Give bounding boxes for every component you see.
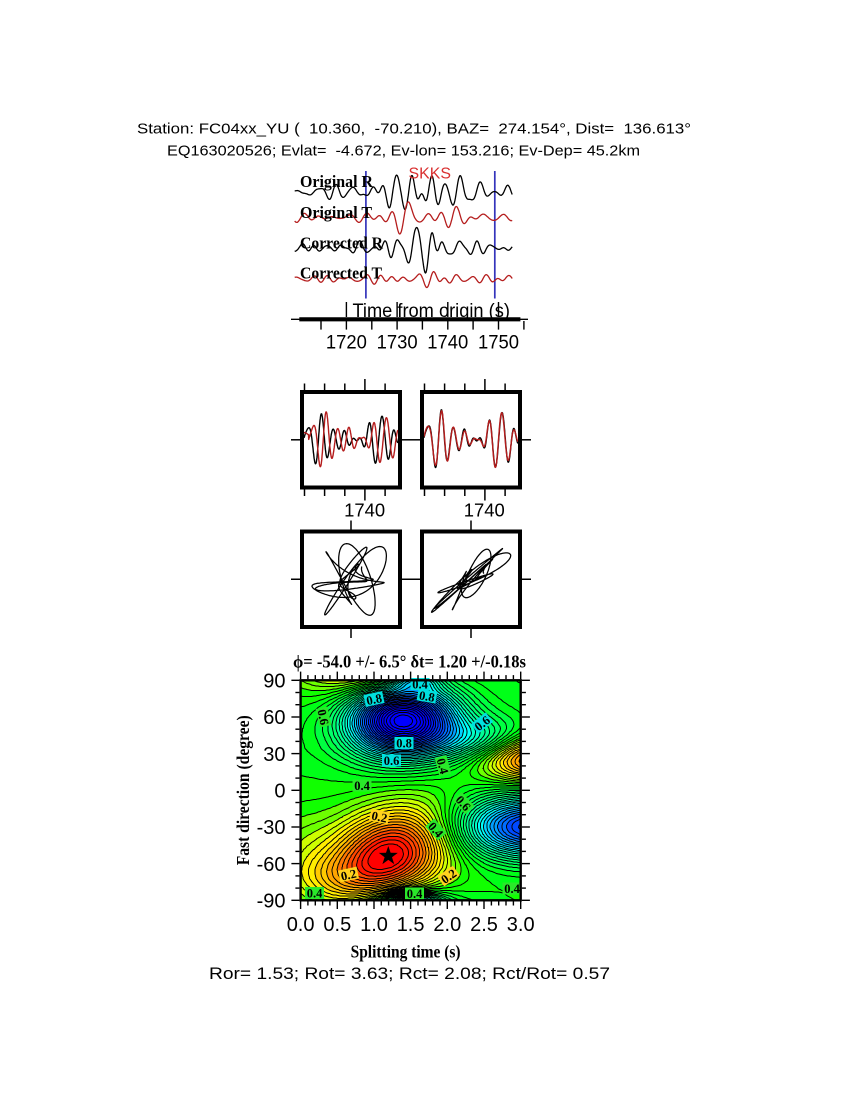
svg-text:Time from origin (s): Time from origin (s)	[352, 300, 510, 322]
svg-text:0.4: 0.4	[504, 882, 520, 896]
svg-text:Corrected R: Corrected R	[300, 234, 384, 253]
svg-text:0.2: 0.2	[370, 809, 388, 826]
svg-text:0.4: 0.4	[354, 779, 370, 793]
svg-text:2.5: 2.5	[470, 914, 498, 936]
svg-text:-90: -90	[257, 891, 286, 913]
svg-text:0.4: 0.4	[307, 887, 323, 901]
svg-text:Station: FC04xx_YU ( 10.360,: Station: FC04xx_YU ( 10.360, -70.210), B…	[137, 120, 691, 137]
svg-text:0.8: 0.8	[396, 737, 412, 751]
svg-text:Splitting time (s): Splitting time (s)	[351, 941, 461, 961]
svg-text:0.0: 0.0	[287, 914, 315, 936]
svg-text:1.0: 1.0	[360, 914, 388, 936]
svg-text:-60: -60	[257, 854, 286, 876]
svg-text:1740: 1740	[427, 332, 468, 354]
svg-text:Ror= 1.53; Rot= 3.63; Rct= 2.0: Ror= 1.53; Rot= 3.63; Rct= 2.08; Rct/Rot…	[209, 965, 610, 983]
svg-text:ϕ= -54.0 +/- 6.5° δt= 1.20 +/-: ϕ= -54.0 +/- 6.5° δt= 1.20 +/-0.18s	[293, 652, 526, 672]
svg-text:90: 90	[263, 671, 285, 693]
svg-text:1740: 1740	[344, 499, 385, 520]
svg-text:1750: 1750	[478, 332, 519, 354]
svg-text:0.4: 0.4	[434, 757, 452, 776]
svg-text:1730: 1730	[377, 332, 418, 354]
svg-text:Original T: Original T	[300, 203, 372, 222]
svg-text:Original R: Original R	[300, 172, 374, 191]
svg-text:1.5: 1.5	[397, 914, 425, 936]
svg-text:EQ163020526; Evlat= -4.672, E: EQ163020526; Evlat= -4.672, Ev-lon= 153.…	[167, 143, 640, 160]
svg-text:1720: 1720	[326, 332, 367, 354]
svg-text:1740: 1740	[464, 499, 505, 520]
svg-text:-30: -30	[257, 817, 286, 839]
svg-text:0.6: 0.6	[314, 708, 331, 726]
svg-text:0.6: 0.6	[384, 754, 400, 768]
svg-text:SKKS: SKKS	[409, 165, 452, 182]
svg-text:3.0: 3.0	[507, 914, 535, 936]
svg-text:0.5: 0.5	[323, 914, 351, 936]
svg-text:60: 60	[263, 707, 285, 729]
svg-text:2.0: 2.0	[433, 914, 461, 936]
svg-text:Corrected T: Corrected T	[300, 263, 382, 282]
svg-text:0.8: 0.8	[365, 691, 383, 708]
svg-text:0: 0	[274, 781, 285, 803]
svg-text:Fast direction (degree): Fast direction (degree)	[233, 715, 254, 865]
svg-text:0.8: 0.8	[418, 688, 436, 705]
svg-text:0.4: 0.4	[407, 887, 423, 901]
svg-text:0.2: 0.2	[340, 867, 358, 884]
svg-text:30: 30	[263, 744, 285, 766]
